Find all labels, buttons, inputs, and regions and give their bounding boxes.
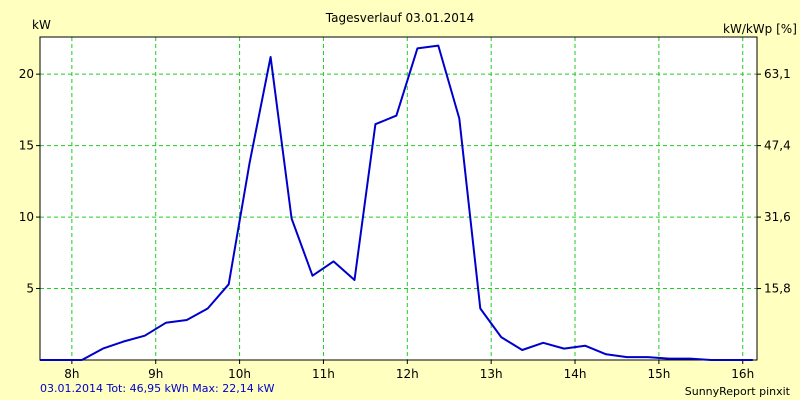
x-tick-label: 9h	[148, 367, 163, 381]
chart-title: Tagesverlauf 03.01.2014	[325, 11, 475, 25]
y2-tick-label: 15,8	[764, 282, 791, 296]
x-tick-label: 14h	[564, 367, 587, 381]
x-tick-label: 8h	[64, 367, 79, 381]
y2-tick-label: 31,6	[764, 210, 791, 224]
series-line-leistung	[40, 44, 753, 361]
y-tick-label: 5	[26, 282, 34, 296]
y2-tick-label: 47,4	[764, 139, 791, 153]
y-tick-label: 15	[19, 139, 34, 153]
plot-area	[40, 37, 757, 360]
y-tick-label: 20	[19, 67, 34, 81]
y-tick-label: 10	[19, 210, 34, 224]
footer-summary: 03.01.2014 Tot: 46,95 kWh Max: 22,14 kW	[40, 382, 275, 395]
x-tick-label: 16h	[731, 367, 754, 381]
plot-frame	[39, 36, 758, 361]
footer-credit: SunnyReport pinxit	[684, 385, 790, 398]
y2-tick-label: 63,1	[764, 67, 791, 81]
y-axis-label-right: kW/kWp [%]	[723, 22, 797, 36]
x-tick-label: 10h	[228, 367, 251, 381]
x-tick-label: 12h	[396, 367, 419, 381]
y-axis-label-left: kW	[32, 18, 51, 32]
x-tick-label: 15h	[647, 367, 670, 381]
x-tick-label: 11h	[312, 367, 335, 381]
x-tick-label: 13h	[480, 367, 503, 381]
